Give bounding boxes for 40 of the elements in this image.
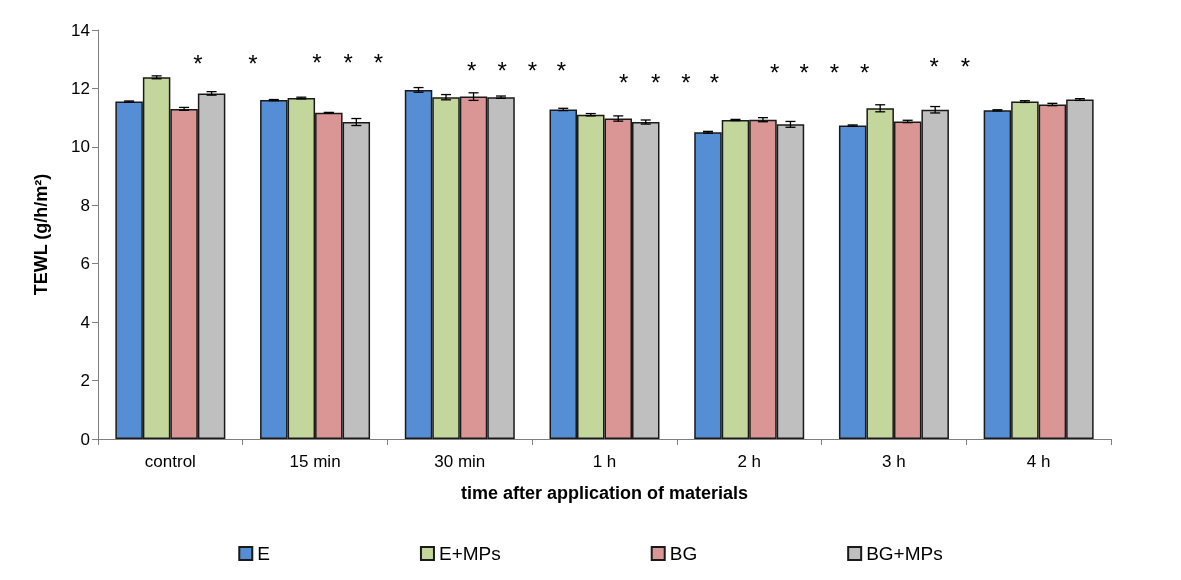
y-tick-label: 0 <box>80 429 90 449</box>
y-tick-label: 10 <box>71 137 90 157</box>
annotation: * <box>373 48 383 76</box>
x-tick-label: 30 min <box>434 452 486 471</box>
legend-label: E+MPs <box>438 543 501 564</box>
annotation: * <box>619 69 629 97</box>
annotation: * <box>466 57 477 85</box>
annotation: * <box>650 69 661 97</box>
y-tick-label: 4 <box>80 312 90 332</box>
x-tick-label: 2 h <box>737 452 762 471</box>
annotation: * <box>681 69 691 97</box>
annotation: * <box>193 50 203 78</box>
annotation: * <box>960 53 971 81</box>
annotation: * <box>770 58 780 86</box>
y-tick-label: 6 <box>80 254 90 274</box>
y-tick-label: 12 <box>71 78 90 98</box>
legend-label: E <box>257 543 270 564</box>
y-tick-label: 8 <box>80 195 90 215</box>
x-axis-title: time after application of materials <box>460 483 749 503</box>
x-tick-label: 15 min <box>289 452 341 471</box>
annotation: * <box>709 69 720 97</box>
annotation: * <box>343 48 353 76</box>
x-tick-label: 3 h <box>882 452 906 471</box>
annotation: * <box>497 57 507 85</box>
y-axis-title: TEWL (g/h/m²) <box>31 173 51 296</box>
x-tick-label: 1 h <box>592 452 617 471</box>
x-tick-label: 4 h <box>1026 452 1051 471</box>
annotation: * <box>860 58 870 86</box>
annotation: * <box>527 57 538 85</box>
annotation: * <box>799 58 809 86</box>
annotation: * <box>929 53 939 81</box>
y-tick-label: 2 <box>80 371 90 391</box>
annotation: * <box>829 58 840 86</box>
annotation: * <box>248 50 258 78</box>
legend-label: BG <box>669 543 698 564</box>
x-tick-label: control <box>144 452 196 471</box>
y-tick-label: 14 <box>71 20 90 40</box>
annotation: * <box>556 57 567 85</box>
legend-label: BG+MPs <box>866 543 943 564</box>
annotation: * <box>312 48 322 76</box>
